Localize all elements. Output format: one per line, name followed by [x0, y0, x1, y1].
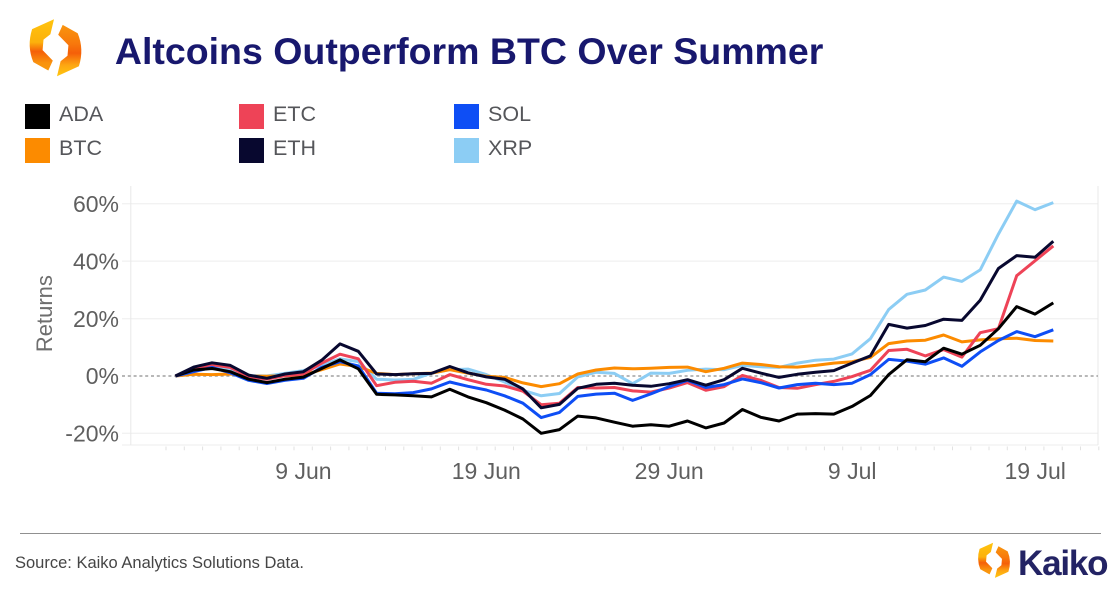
- svg-text:20%: 20%: [73, 306, 119, 332]
- svg-text:0%: 0%: [86, 363, 119, 389]
- svg-text:9 Jun: 9 Jun: [275, 458, 331, 484]
- svg-text:9 Jul: 9 Jul: [828, 458, 877, 484]
- svg-text:40%: 40%: [73, 248, 119, 274]
- svg-text:19 Jun: 19 Jun: [452, 458, 521, 484]
- svg-text:60%: 60%: [73, 191, 119, 217]
- svg-text:19 Jul: 19 Jul: [1005, 458, 1066, 484]
- svg-text:29 Jun: 29 Jun: [635, 458, 704, 484]
- svg-text:-20%: -20%: [65, 421, 119, 447]
- svg-text:Returns: Returns: [32, 275, 57, 352]
